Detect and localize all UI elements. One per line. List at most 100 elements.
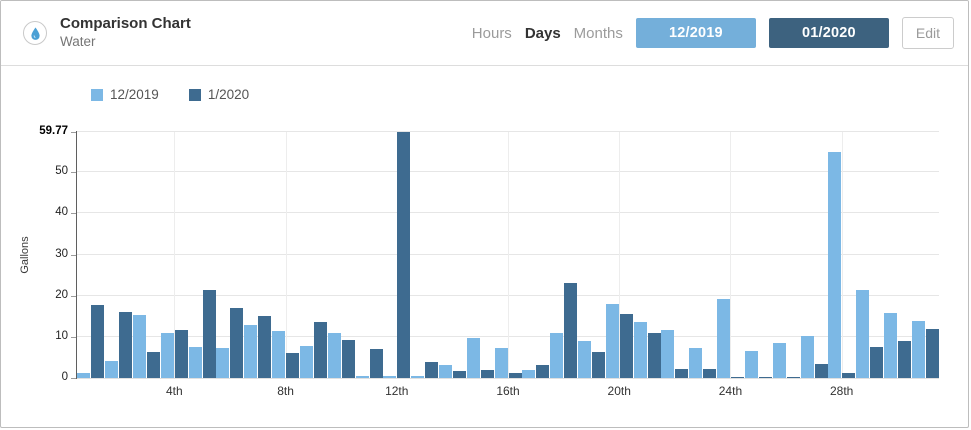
bar-dec2019-day-17[interactable] — [522, 369, 536, 378]
bar-jan2020-day-13[interactable] — [425, 361, 439, 378]
bar-jan2020-day-21[interactable] — [647, 332, 661, 378]
bar-jan2020-day-22[interactable] — [675, 368, 689, 378]
bar-jan2020-day-25[interactable] — [758, 377, 772, 378]
x-tick-label-4th: 4th — [165, 384, 183, 398]
bar-group-day-2 — [105, 132, 133, 378]
bar-jan2020-day-17[interactable] — [536, 364, 550, 378]
panel-subtitle: Water — [60, 34, 96, 50]
gridline-y-59.77 — [77, 131, 939, 132]
bar-group-day-28 — [828, 132, 856, 378]
bar-dec2019-day-11[interactable] — [355, 376, 369, 378]
bar-group-day-19 — [578, 132, 606, 378]
gridline-x-12th — [396, 132, 398, 378]
bar-dec2019-day-23[interactable] — [689, 347, 703, 378]
bar-jan2020-day-12[interactable] — [397, 132, 411, 378]
bar-dec2019-day-4[interactable] — [160, 332, 174, 378]
y-tick-label-10: 10 — [55, 329, 68, 342]
bar-dec2019-day-24[interactable] — [717, 298, 731, 378]
bar-jan2020-day-1[interactable] — [91, 305, 105, 378]
bar-dec2019-day-27[interactable] — [800, 336, 814, 378]
bar-dec2019-day-15[interactable] — [466, 337, 480, 378]
bar-jan2020-day-29[interactable] — [870, 347, 884, 378]
plot-area — [77, 131, 939, 379]
gridline-x-4th — [174, 132, 176, 378]
gridline-x-24th — [730, 132, 732, 378]
bar-dec2019-day-20[interactable] — [605, 303, 619, 378]
bar-dec2019-day-30[interactable] — [883, 313, 897, 378]
bar-group-day-30 — [883, 132, 912, 378]
bar-jan2020-day-24[interactable] — [731, 377, 745, 378]
bar-jan2020-day-5[interactable] — [202, 290, 216, 378]
period-badge-jan-2020[interactable]: 01/2020 — [768, 18, 889, 48]
bar-jan2020-day-8[interactable] — [286, 352, 300, 378]
bar-dec2019-day-10[interactable] — [327, 333, 341, 378]
bar-jan2020-day-23[interactable] — [703, 368, 717, 378]
bar-dec2019-day-26[interactable] — [772, 342, 786, 378]
bar-dec2019-day-22[interactable] — [661, 330, 675, 378]
x-tick-label-12th: 12th — [385, 384, 409, 398]
tab-days[interactable]: Days — [524, 24, 561, 42]
bar-dec2019-day-28[interactable] — [828, 151, 842, 378]
period-badge-dec-2019[interactable]: 12/2019 — [635, 18, 756, 48]
bar-dec2019-day-2[interactable] — [105, 361, 119, 378]
bar-jan2020-day-28[interactable] — [842, 373, 856, 378]
bar-group-day-6 — [216, 132, 244, 378]
bar-dec2019-day-12[interactable] — [383, 376, 397, 378]
tab-hours[interactable]: Hours — [471, 24, 512, 42]
bar-group-day-23 — [689, 132, 717, 378]
y-tick-label-0: 0 — [61, 371, 68, 383]
bar-dec2019-day-25[interactable] — [744, 351, 758, 378]
bar-dec2019-day-7[interactable] — [244, 325, 258, 378]
x-axis-baseline — [77, 378, 939, 379]
bar-jan2020-day-27[interactable] — [814, 364, 828, 378]
bar-dec2019-day-29[interactable] — [856, 289, 870, 378]
bar-jan2020-day-18[interactable] — [564, 282, 578, 378]
gridline-x-28th — [841, 132, 843, 378]
bar-jan2020-day-6[interactable] — [230, 307, 244, 378]
bar-jan2020-day-16[interactable] — [508, 373, 522, 378]
bar-jan2020-day-7[interactable] — [258, 316, 272, 378]
bar-group-day-21 — [633, 132, 661, 378]
bar-group-day-17 — [522, 132, 550, 378]
bar-jan2020-day-26[interactable] — [786, 376, 800, 378]
bar-jan2020-day-3[interactable] — [147, 352, 161, 378]
bar-group-day-11 — [355, 132, 383, 378]
bar-group-day-16 — [494, 132, 522, 378]
bar-jan2020-day-19[interactable] — [592, 352, 606, 378]
y-tick-label-50: 50 — [55, 165, 68, 178]
bar-group-day-1 — [77, 132, 105, 378]
legend-item-dec-2019[interactable]: 12/2019 — [91, 87, 159, 102]
bar-jan2020-day-15[interactable] — [480, 369, 494, 378]
bar-dec2019-day-19[interactable] — [578, 341, 592, 378]
edit-button[interactable]: Edit — [901, 17, 954, 49]
bar-jan2020-day-14[interactable] — [452, 370, 466, 378]
bar-jan2020-day-4[interactable] — [174, 330, 188, 378]
bar-jan2020-day-11[interactable] — [369, 348, 383, 378]
y-tick-label-30: 30 — [55, 247, 68, 260]
bar-jan2020-day-30[interactable] — [897, 340, 911, 378]
bar-jan2020-day-2[interactable] — [119, 311, 133, 378]
bar-jan2020-day-31[interactable] — [925, 328, 939, 378]
bar-dec2019-day-16[interactable] — [494, 347, 508, 378]
bar-dec2019-day-6[interactable] — [216, 347, 230, 378]
bar-dec2019-day-31[interactable] — [911, 320, 925, 378]
tab-months[interactable]: Months — [573, 24, 623, 42]
bar-group-day-12 — [383, 132, 411, 378]
bar-dec2019-day-8[interactable] — [272, 330, 286, 378]
bar-dec2019-day-21[interactable] — [633, 322, 647, 378]
bar-group-day-3 — [133, 132, 161, 378]
bar-dec2019-day-9[interactable] — [299, 345, 313, 378]
bar-dec2019-day-3[interactable] — [133, 315, 147, 378]
bar-dec2019-day-5[interactable] — [188, 346, 202, 378]
bar-jan2020-day-9[interactable] — [313, 322, 327, 378]
bar-jan2020-day-10[interactable] — [341, 340, 355, 378]
bar-dec2019-day-18[interactable] — [550, 332, 564, 378]
legend-label-jan-2020: 1/2020 — [207, 87, 250, 102]
bar-dec2019-day-1[interactable] — [77, 372, 91, 378]
bar-dec2019-day-13[interactable] — [411, 376, 425, 378]
legend-item-jan-2020[interactable]: 1/2020 — [188, 87, 250, 102]
bar-dec2019-day-14[interactable] — [438, 365, 452, 378]
bar-jan2020-day-20[interactable] — [619, 314, 633, 378]
legend-swatch-jan-2020 — [188, 88, 201, 101]
